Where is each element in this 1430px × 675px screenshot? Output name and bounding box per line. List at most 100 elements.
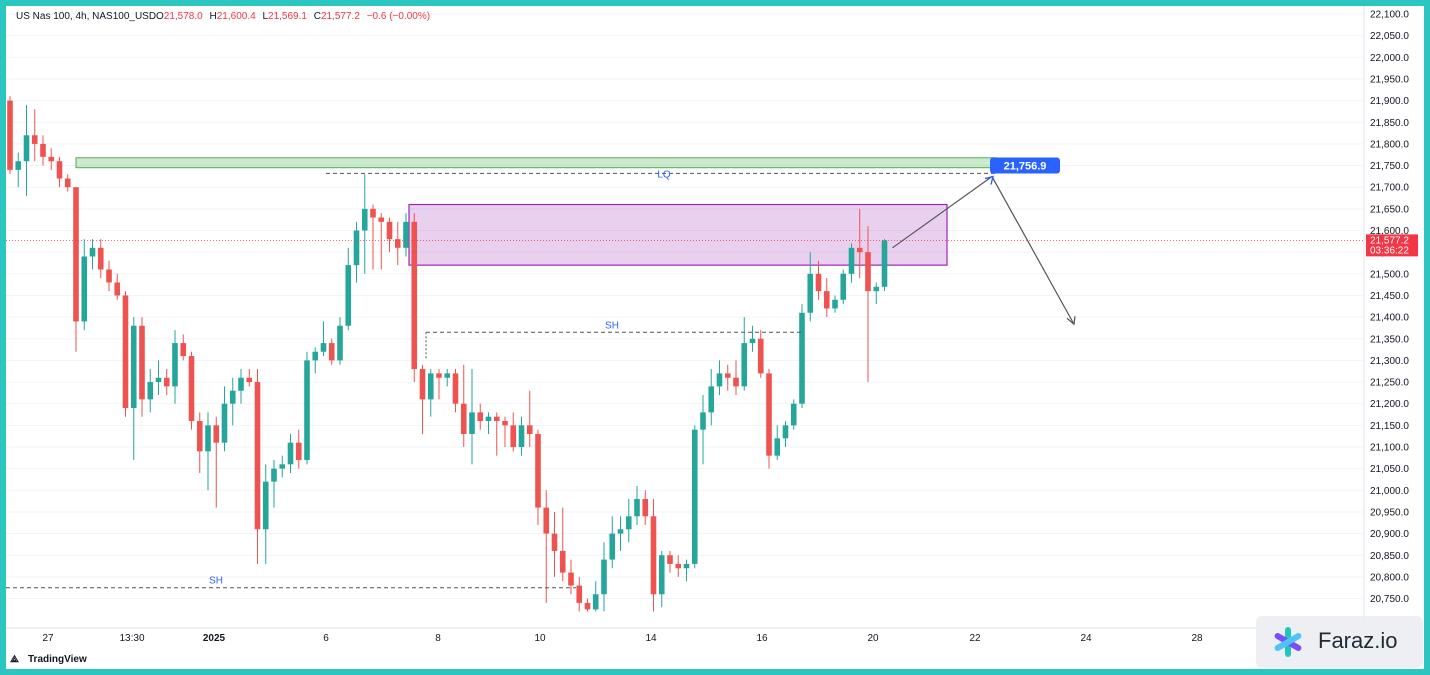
candle-body [328, 343, 335, 361]
candle [97, 239, 104, 279]
candle [832, 295, 838, 313]
candle-body [40, 143, 46, 157]
candle-body [337, 325, 343, 361]
candle-body [386, 221, 393, 240]
candle-body [147, 382, 154, 400]
candle [790, 399, 797, 430]
candle-body [213, 425, 220, 443]
candle-body [312, 351, 319, 361]
candle [502, 416, 508, 447]
tradingview-icon: ⟁ [9, 654, 19, 665]
candle-body [64, 178, 71, 188]
candle [708, 369, 715, 426]
candle-body [436, 373, 442, 378]
candle [394, 221, 401, 266]
target-badge-bg [990, 157, 1060, 174]
candle [700, 395, 706, 465]
candle-body [749, 338, 756, 344]
price-tick-label: 21,800.0 [1370, 139, 1409, 150]
time-tick-label: 28 [1191, 633, 1203, 644]
candle [427, 369, 434, 417]
candle-body [122, 295, 129, 409]
candle [691, 425, 698, 569]
candle [733, 360, 739, 396]
candle-body [510, 425, 517, 447]
candle-body [106, 269, 112, 283]
candle [485, 412, 492, 435]
green-supply-zone[interactable] [75, 157, 997, 169]
candle [7, 96, 13, 175]
price-tick-label: 21,050.0 [1370, 464, 1409, 475]
bar-countdown-label: 03:36:22 [1370, 245, 1409, 256]
candle [823, 278, 830, 318]
candle-body [97, 247, 104, 270]
price-tick-label: 20,950.0 [1370, 507, 1409, 518]
current-price-badge: 21,577.203:36:22 [1366, 234, 1418, 257]
candle-body [163, 377, 170, 387]
time-axis[interactable]: 27 13:30 2025 6 8 10 14 16 20 22 24 28 [42, 633, 1203, 644]
candle [774, 425, 781, 460]
candle-body [551, 533, 558, 551]
candle-body [262, 481, 269, 530]
candle-body [502, 421, 508, 426]
time-tick-label: 22 [969, 633, 981, 644]
candle [403, 213, 409, 257]
candle [592, 581, 599, 612]
candle-body [559, 550, 566, 573]
time-tick-label: 13:30 [119, 633, 144, 644]
candle [378, 213, 385, 270]
candle [518, 416, 525, 456]
candle [287, 434, 294, 473]
price-tick-label: 21,200.0 [1370, 399, 1409, 410]
candle [40, 135, 46, 166]
candle-body [114, 282, 121, 296]
candle-body [73, 187, 79, 322]
candle [15, 152, 22, 188]
candle-body [617, 529, 624, 534]
candle [584, 598, 591, 612]
candle [535, 429, 541, 525]
candle [667, 550, 673, 573]
purple-order-block[interactable] [408, 203, 948, 266]
candle-body [667, 555, 673, 564]
target-badge[interactable]: 21,756.9 [990, 157, 1060, 174]
candle-body [782, 425, 789, 439]
candle-body [757, 338, 764, 374]
candle [799, 304, 805, 409]
candle-body [188, 356, 195, 422]
candle [601, 542, 607, 612]
candle [757, 330, 764, 378]
current-price-badge-bg [1366, 234, 1418, 257]
lq-label: LQ [657, 169, 671, 180]
candle-body [31, 135, 38, 144]
candle [724, 364, 731, 391]
candle [64, 174, 71, 192]
candle [477, 403, 484, 430]
candle [749, 325, 756, 352]
candle-body [254, 382, 261, 530]
sh-upper-label: SH [605, 320, 619, 331]
candle [452, 369, 459, 413]
price-axis[interactable]: 22,100.0 22,050.0 22,000.0 21,950.0 21,900.0… [1366, 10, 1418, 606]
time-tick-label: 20 [867, 633, 879, 644]
candle-body [419, 369, 426, 400]
candle-body [708, 386, 715, 413]
price-tick-label: 21,700.0 [1370, 183, 1409, 194]
candle [683, 559, 690, 582]
candle-body [81, 256, 88, 322]
candle-body [568, 572, 574, 586]
candle [411, 213, 418, 383]
candle-body [469, 412, 475, 435]
candle-body [130, 325, 137, 409]
candle-body [172, 343, 178, 387]
candle [370, 204, 376, 270]
candle [543, 490, 550, 603]
candle [89, 239, 96, 270]
candle-body [601, 559, 607, 595]
candle [856, 208, 863, 279]
candle [312, 347, 319, 374]
price-tick-label: 21,750.0 [1370, 161, 1409, 172]
price-tick-label: 20,850.0 [1370, 551, 1409, 562]
candle [114, 273, 121, 300]
